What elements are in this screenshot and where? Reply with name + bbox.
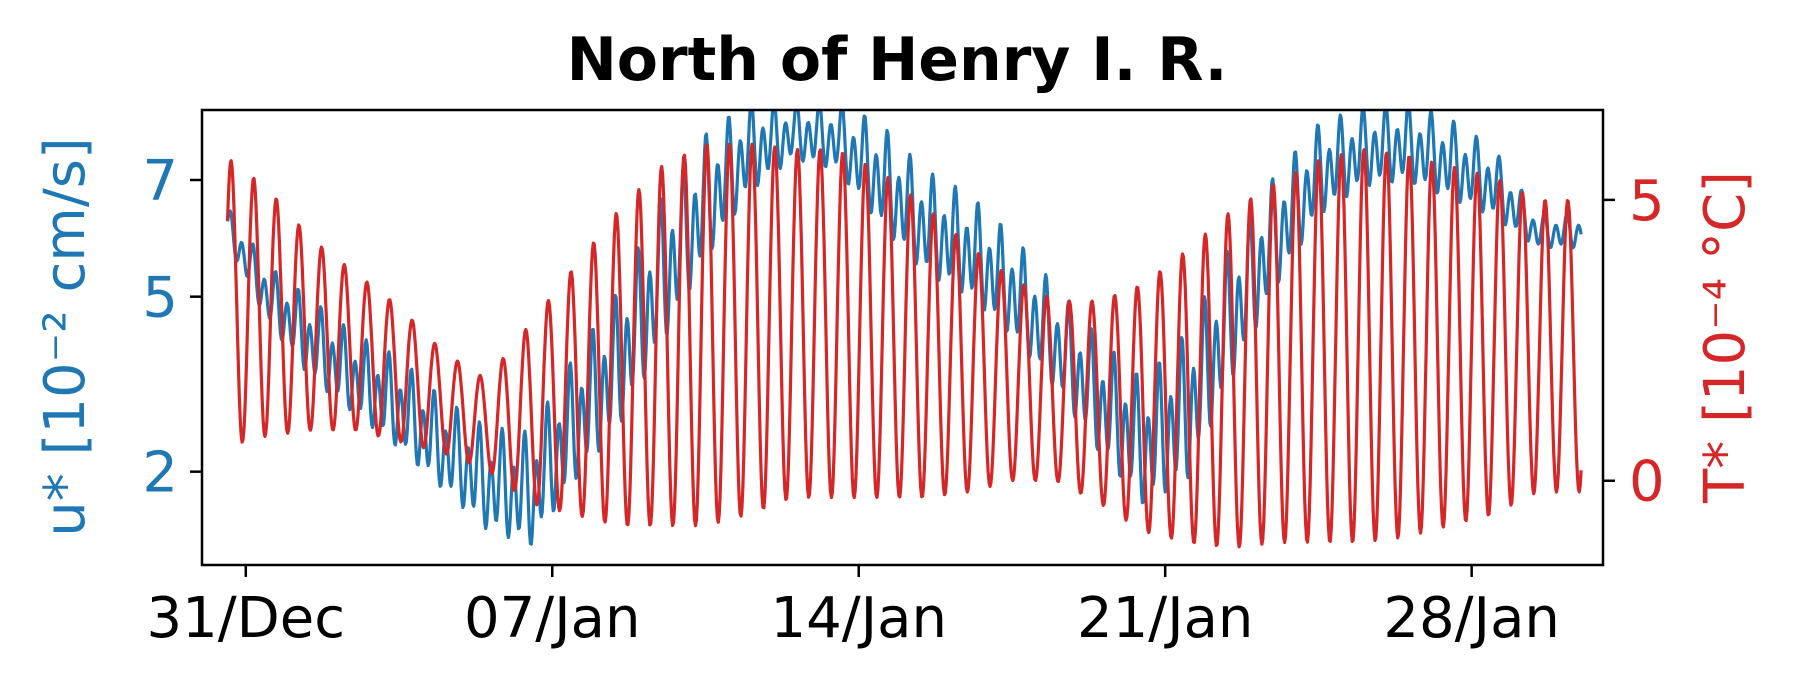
- y-left-tick-label: 7: [142, 149, 178, 214]
- y-axis-left-label: u* [10⁻² cm/s]: [33, 137, 98, 536]
- y-right-tick-label: 5: [1629, 169, 1665, 234]
- y-right-tick-label: 0: [1629, 450, 1665, 515]
- plot-area-frame: [200, 108, 1605, 567]
- y-axis-right-label: T* [10⁻⁴ °C]: [1693, 171, 1758, 504]
- x-tick-label: 21/Jan: [1077, 586, 1253, 651]
- y-left-tick-label: 5: [142, 266, 178, 331]
- x-tick-label: 07/Jan: [464, 586, 640, 651]
- x-tick-label: 28/Jan: [1383, 586, 1559, 651]
- y-axis-right: 05: [1603, 169, 1665, 515]
- x-tick-label: 14/Jan: [770, 586, 946, 651]
- series-line-t-star: [225, 142, 1583, 549]
- chart-title: North of Henry I. R.: [567, 25, 1228, 95]
- y-left-tick-label: 2: [142, 441, 178, 506]
- x-tick-label: 31/Dec: [147, 586, 346, 651]
- y-axis-left: 2 5 7: [142, 149, 202, 506]
- x-axis: 31/Dec 07/Jan 14/Jan 21/Jan 28/Jan: [147, 565, 1560, 651]
- series-line-u-star: [225, 110, 1583, 546]
